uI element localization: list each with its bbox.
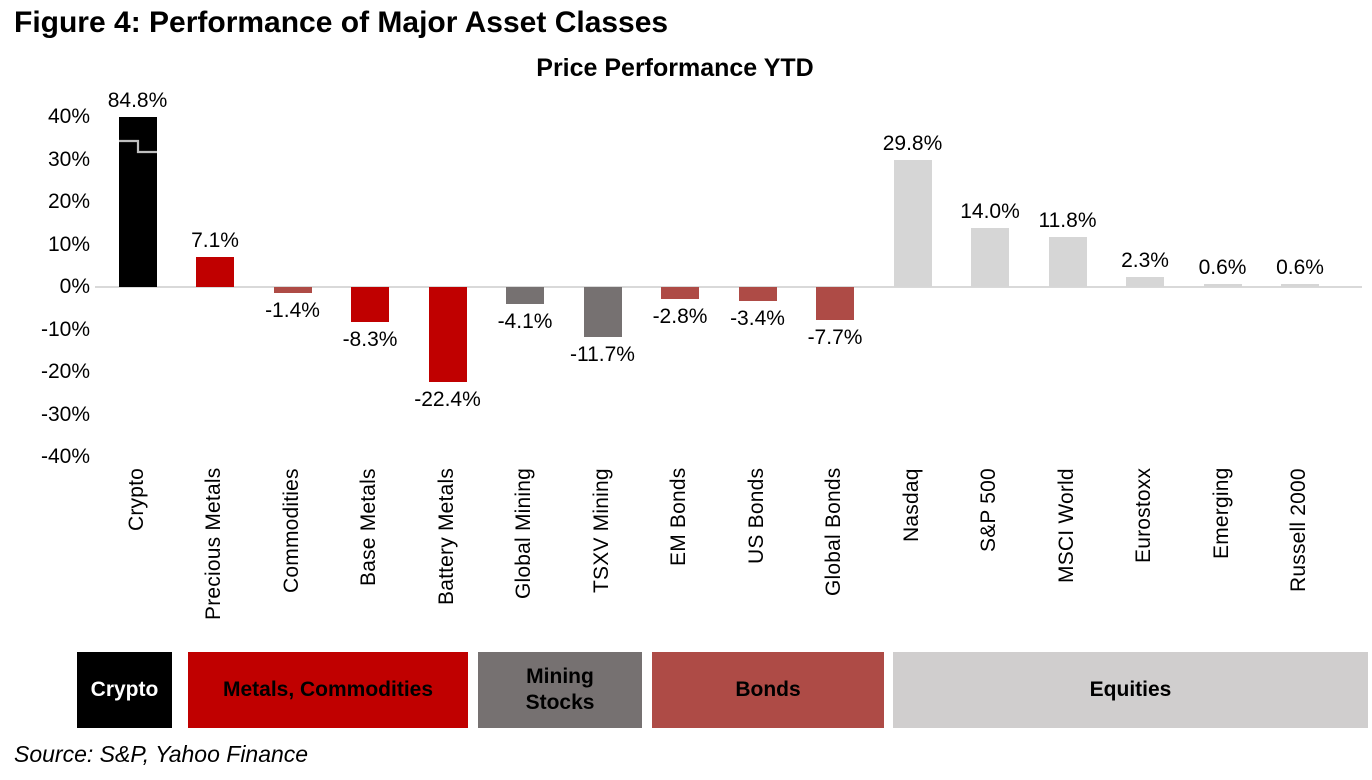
value-label-russell-2000: 0.6%	[1276, 256, 1324, 280]
band-crypto: Crypto	[77, 652, 172, 728]
band-metals-commodities: Metals, Commodities	[188, 652, 468, 728]
value-label-precious-metals: 7.1%	[191, 228, 239, 252]
y-tick-30: 30%	[47, 147, 90, 171]
bar-battery-metals	[428, 287, 467, 383]
value-label-battery-metals: -22.4%	[414, 388, 481, 412]
x-label-global-bonds: Global Bonds	[822, 468, 845, 597]
band-mining-stocks: Mining Stocks	[478, 652, 642, 728]
value-label-msci-world: 11.8%	[1038, 208, 1097, 232]
axis-break-mark	[118, 139, 157, 154]
zero-axis-line	[95, 286, 1362, 288]
x-label-us-bonds: US Bonds	[744, 468, 768, 565]
bar-emerging	[1203, 284, 1242, 287]
band-equities: Equities	[893, 652, 1368, 728]
bar-em-bonds	[661, 287, 699, 299]
value-label-tsxv-mining: -11.7%	[570, 342, 635, 366]
chart-title: Price Performance YTD	[536, 54, 814, 82]
value-label-base-metals: -8.3%	[342, 328, 398, 352]
bar-russell-2000	[1281, 284, 1319, 287]
bar-tsxv-mining	[583, 287, 622, 337]
y-tick-40: 40%	[47, 105, 90, 128]
x-label-tsxv-mining: TSXV Mining	[589, 468, 613, 593]
x-label-s-p-500: S&P 500	[977, 468, 1000, 552]
band-bonds: Bonds	[652, 652, 884, 728]
bar-msci-world	[1048, 236, 1087, 287]
value-label-em-bonds: -2.8%	[652, 304, 708, 328]
x-label-nasdaq: Nasdaq	[899, 468, 923, 542]
x-label-base-metals: Base Metals	[357, 468, 380, 586]
x-label-commodities: Commodities	[279, 468, 303, 593]
bar-base-metals	[351, 287, 389, 323]
x-label-russell-2000: Russell 2000	[1287, 468, 1310, 592]
y-tick-40: -40%	[40, 445, 90, 468]
value-label-emerging: 0.6%	[1198, 256, 1247, 280]
x-label-em-bonds: EM Bonds	[667, 468, 690, 567]
value-label-global-mining: -4.1%	[497, 310, 553, 334]
x-label-battery-metals: Battery Metals	[434, 468, 458, 606]
y-tick-10: 10%	[47, 232, 90, 256]
bar-s-p-500	[971, 227, 1009, 287]
value-label-us-bonds: -3.4%	[730, 307, 785, 331]
bar-us-bonds	[738, 287, 777, 302]
y-tick-0: 0%	[59, 275, 90, 298]
x-label-precious-metals: Precious Metals	[202, 468, 225, 621]
figure-title: Figure 4: Performance of Major Asset Cla…	[14, 6, 669, 39]
bar-commodities	[273, 287, 312, 293]
y-tick-20: 20%	[47, 190, 90, 213]
bar-global-mining	[506, 287, 544, 305]
y-tick-20: -20%	[40, 360, 90, 383]
x-label-emerging: Emerging	[1209, 468, 1233, 560]
value-label-global-bonds: -7.7%	[807, 325, 863, 349]
bar-global-bonds	[816, 287, 854, 320]
value-label-crypto: 84.8%	[107, 89, 168, 112]
bar-crypto	[118, 117, 157, 287]
bar-eurostoxx	[1126, 277, 1164, 287]
value-label-nasdaq: 29.8%	[882, 132, 943, 156]
bar-precious-metals	[196, 256, 234, 287]
value-label-s-p-500: 14.0%	[960, 199, 1020, 223]
value-label-eurostoxx: 2.3%	[1121, 249, 1169, 273]
y-tick-10: -10%	[40, 317, 90, 341]
value-label-commodities: -1.4%	[265, 298, 320, 322]
bar-nasdaq	[893, 160, 932, 287]
x-label-msci-world: MSCI World	[1054, 468, 1078, 583]
x-label-global-mining: Global Mining	[512, 468, 535, 599]
y-tick-30: -30%	[40, 402, 90, 426]
x-label-eurostoxx: Eurostoxx	[1132, 468, 1155, 564]
x-label-crypto: Crypto	[124, 468, 148, 532]
source-note: Source: S&P, Yahoo Finance	[14, 741, 309, 767]
